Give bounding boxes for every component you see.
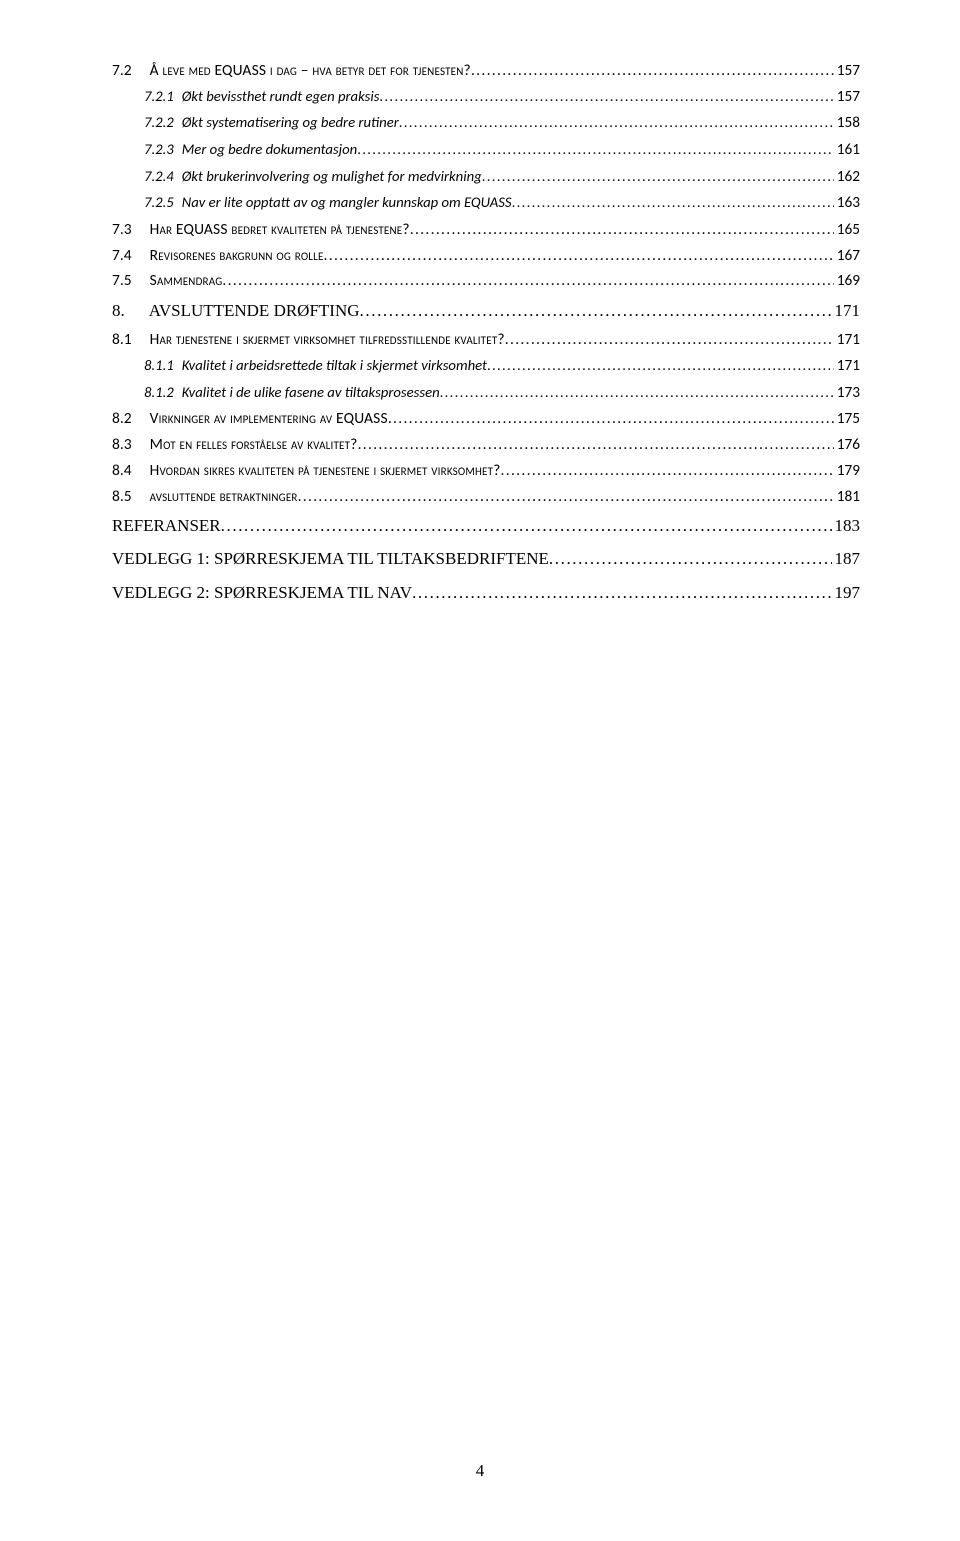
toc-entry-page: 176 [834, 433, 860, 458]
toc-leader-dots [360, 294, 832, 327]
toc-entry-page: 171 [832, 294, 861, 327]
toc-entry-label: VEDLEGG 1: SPØRRESKJEMA TIL TILTAKSBEDRI… [112, 542, 549, 575]
toc-entry-number: 7.2.5 [144, 190, 174, 216]
toc-entry-label: Har tjenestene i skjermet virksomhet til… [150, 327, 505, 352]
toc-entry-page: 169 [834, 269, 860, 294]
toc-leader-dots [298, 484, 834, 509]
toc-leader-dots [549, 542, 832, 575]
toc-entry-number: 8.5 [112, 484, 132, 509]
toc-entry-number: 8.2 [112, 406, 132, 431]
toc-leader-dots [399, 110, 834, 136]
toc-entry-label: avsluttende betraktninger [150, 484, 298, 509]
toc-entry: 7.2.2 Økt systematisering og bedre rutine… [144, 110, 860, 137]
toc-entry-page: 175 [834, 407, 860, 432]
toc-entry: 7.5 Sammendrag 169 [112, 268, 860, 294]
toc-entry-number: 8. [112, 294, 125, 327]
toc-entry-label: REFERANSER [112, 509, 221, 542]
toc-entry-label: Økt brukerinvolvering og mulighet for me… [182, 164, 482, 190]
toc-entry-label: Mer og bedre dokumentasjon [182, 137, 357, 163]
toc-entry-number: 7.4 [112, 243, 132, 268]
toc-entry: 7.2.3 Mer og bedre dokumentasjon 161 [144, 137, 860, 164]
toc-entry-label: Kvalitet i de ulike fasene av tiltakspro… [182, 380, 440, 406]
toc-entry: 7.2.1 Økt bevissthet rundt egen praksis 15… [144, 84, 860, 111]
toc-entry-label: VEDLEGG 2: SPØRRESKJEMA TIL NAV [112, 576, 412, 609]
toc-entry: 8. AVSLUTTENDE DRØFTING 171 [112, 294, 860, 327]
toc-entry-page: 173 [834, 380, 860, 407]
toc-entry-number: 8.3 [112, 432, 132, 457]
toc-entry-page: 187 [832, 542, 861, 575]
toc-entry-number: 7.2.3 [144, 137, 174, 163]
toc-entry-page: 158 [834, 110, 860, 137]
toc-leader-dots [501, 458, 834, 483]
toc-entry-label: Har EQUASS bedret kvaliteten på tjeneste… [150, 217, 410, 242]
toc-entry: 7.3 Har EQUASS bedret kvaliteten på tjene… [112, 217, 860, 243]
toc-entry-number: 8.1.1 [144, 353, 174, 379]
toc-entry-label: Å leve med EQUASS i dag – hva betyr det … [150, 58, 471, 83]
toc-entry-number: 7.2 [112, 58, 132, 83]
toc-entry: 8.4 Hvordan sikres kvaliteten på tjeneste… [112, 458, 860, 484]
toc-entry-number: 8.4 [112, 458, 132, 483]
toc-entry-label: Mot en felles forståelse av kvalitet? [150, 432, 358, 457]
toc-leader-dots [357, 137, 834, 163]
toc-entry-number: 7.2.4 [144, 164, 174, 190]
toc-entry-label: AVSLUTTENDE DRØFTING [149, 294, 360, 327]
toc-entry-label: Sammendrag [150, 268, 223, 293]
toc-leader-dots [358, 432, 834, 457]
toc-entry: VEDLEGG 2: SPØRRESKJEMA TIL NAV 197 [112, 576, 860, 609]
toc-entry-label: Hvordan sikres kvaliteten på tjenestene … [150, 458, 501, 483]
toc-entry-page: 157 [834, 59, 860, 84]
toc-entry-page: 183 [832, 509, 861, 542]
toc-entry-label: Økt bevissthet rundt egen praksis [182, 84, 380, 110]
toc-leader-dots [505, 327, 834, 352]
toc-entry-label: Økt systematisering og bedre rutiner [182, 110, 399, 136]
toc-leader-dots [482, 164, 834, 190]
toc-entry: VEDLEGG 1: SPØRRESKJEMA TIL TILTAKSBEDRI… [112, 542, 860, 575]
toc-entry-page: 165 [834, 218, 860, 243]
toc-leader-dots [440, 380, 834, 406]
toc-entry: 8.5 avsluttende betraktninger 181 [112, 484, 860, 510]
toc-entry-number: 8.1.2 [144, 380, 174, 406]
toc-entry: 8.1.1 Kvalitet i arbeidsrettede tiltak i … [144, 353, 860, 380]
toc-entry-number: 8.1 [112, 327, 132, 352]
toc-leader-dots [222, 268, 833, 293]
toc-leader-dots [379, 84, 833, 110]
toc-entry: 7.4 Revisorenes bakgrunn og rolle 167 [112, 243, 860, 269]
toc-entry-number: 7.2.2 [144, 110, 174, 136]
toc-entry-page: 171 [834, 353, 860, 380]
toc-entry: 8.2 Virkninger av implementering av EQUAS… [112, 406, 860, 432]
toc-entry-page: 181 [834, 485, 860, 510]
toc-entry-page: 197 [832, 576, 861, 609]
toc-leader-dots [412, 576, 831, 609]
toc-entry: 7.2 Å leve med EQUASS i dag – hva betyr d… [112, 58, 860, 84]
toc-entry-label: Revisorenes bakgrunn og rolle [150, 243, 324, 268]
toc-leader-dots [221, 509, 832, 542]
toc-entry-label: Kvalitet i arbeidsrettede tiltak i skjer… [182, 353, 487, 379]
toc-entry-page: 162 [834, 164, 860, 191]
toc-entry-label: Nav er lite opptatt av og mangler kunnsk… [182, 190, 512, 216]
toc-entry: 8.1.2 Kvalitet i de ulike fasene av tilta… [144, 380, 860, 407]
toc-entry-page: 171 [834, 328, 860, 353]
toc-entry: 8.1 Har tjenestene i skjermet virksomhet … [112, 327, 860, 353]
toc-entry-page: 157 [834, 84, 860, 111]
toc-entry-page: 179 [834, 459, 860, 484]
toc-entry: 7.2.5 Nav er lite opptatt av og mangler k… [144, 190, 860, 217]
toc-entry: REFERANSER 183 [112, 509, 860, 542]
toc-entry-number: 7.3 [112, 217, 132, 242]
toc-leader-dots [487, 353, 834, 379]
toc-entry: 7.2.4 Økt brukerinvolvering og mulighet f… [144, 164, 860, 191]
toc-entry: 8.3 Mot en felles forståelse av kvalitet?… [112, 432, 860, 458]
toc-entry-number: 7.5 [112, 268, 132, 293]
page-number: 4 [0, 1461, 960, 1481]
toc-leader-dots [410, 217, 834, 242]
toc-leader-dots [512, 190, 834, 216]
toc-entry-page: 167 [834, 244, 860, 269]
toc-entry-label: Virkninger av implementering av EQUASS [150, 406, 388, 431]
toc-leader-dots [471, 58, 834, 83]
table-of-contents: 7.2 Å leve med EQUASS i dag – hva betyr d… [112, 58, 860, 609]
toc-leader-dots [388, 406, 834, 431]
toc-leader-dots [324, 243, 834, 268]
toc-entry-page: 163 [834, 190, 860, 217]
toc-entry-number: 7.2.1 [144, 84, 174, 110]
toc-entry-page: 161 [834, 137, 860, 164]
